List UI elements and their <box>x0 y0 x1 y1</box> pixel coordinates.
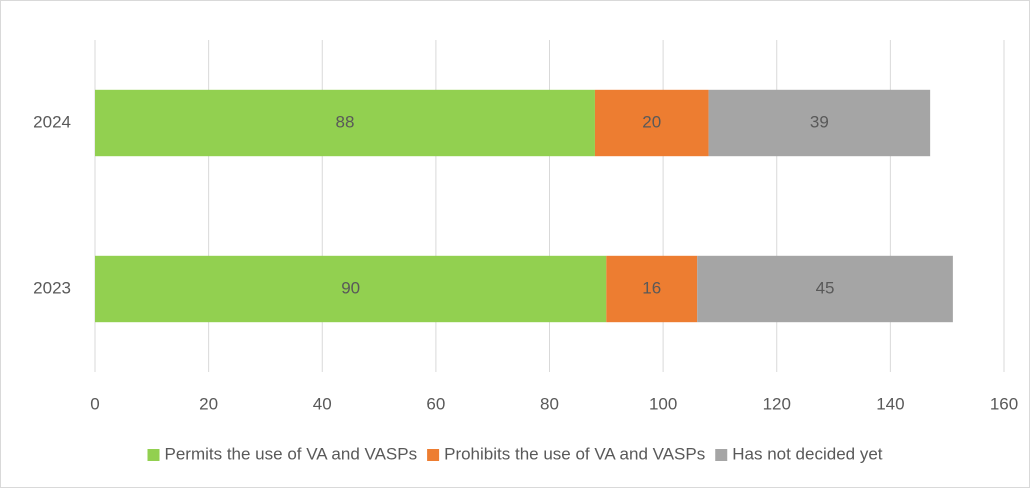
x-tick-label: 140 <box>876 394 904 413</box>
legend-swatch <box>715 449 728 461</box>
legend-label: Has not decided yet <box>732 444 883 463</box>
legend-label: Permits the use of VA and VASPs <box>164 444 417 463</box>
bar-segment <box>95 89 595 157</box>
x-tick-label: 0 <box>90 394 99 413</box>
x-tick-label: 80 <box>540 394 559 413</box>
data-label: 45 <box>816 278 835 297</box>
x-tick-label: 120 <box>763 394 791 413</box>
legend: Permits the use of VA and VASPs Prohibits… <box>147 444 883 463</box>
legend-swatch <box>427 449 440 461</box>
x-tick-label: 20 <box>199 394 218 413</box>
legend-swatch <box>147 449 160 461</box>
y-tick-label: 2024 <box>33 112 71 131</box>
data-label: 90 <box>341 278 360 297</box>
data-label: 20 <box>642 112 661 131</box>
x-tick-label: 100 <box>649 394 677 413</box>
bar-segment <box>594 89 709 157</box>
bar-segment <box>697 255 953 323</box>
data-label: 39 <box>810 112 829 131</box>
data-label: 16 <box>642 278 661 297</box>
x-tick-label: 160 <box>990 394 1018 413</box>
x-tick-label: 40 <box>313 394 332 413</box>
legend-label: Prohibits the use of VA and VASPs <box>444 444 705 463</box>
y-tick-label: 2023 <box>33 278 71 297</box>
x-tick-label: 60 <box>426 394 445 413</box>
bar-segment <box>606 255 698 323</box>
bar-segment <box>708 89 931 157</box>
data-label: 88 <box>336 112 355 131</box>
bar-segment <box>95 255 607 323</box>
